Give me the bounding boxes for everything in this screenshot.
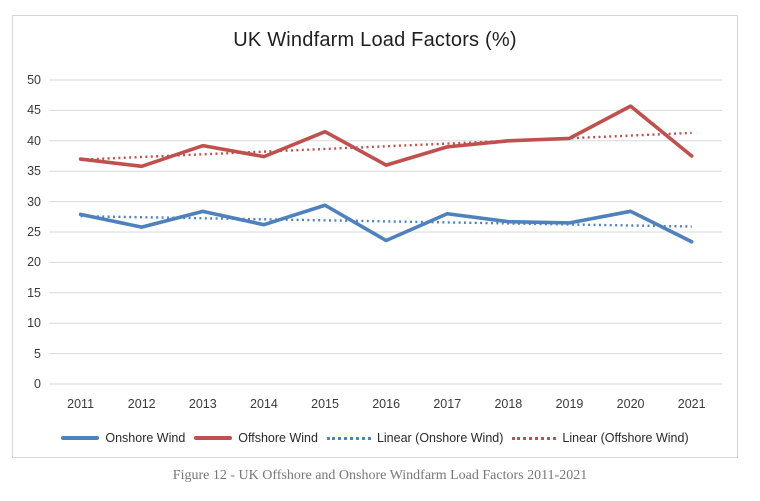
x-axis-tick-label: 2019 — [555, 397, 584, 411]
x-axis-tick-label: 2011 — [67, 397, 95, 411]
x-axis-tick-label: 2015 — [311, 397, 339, 411]
x-axis-tick-label: 2014 — [250, 397, 278, 411]
legend-label: Offshore Wind — [238, 431, 318, 445]
linear-offshore-dotted-swatch-icon — [512, 436, 557, 440]
y-axis-tick-label: 20 — [27, 255, 41, 270]
x-axis-tick-label: 2020 — [616, 397, 645, 411]
figure-caption: Figure 12 - UK Offshore and Onshore Wind… — [172, 468, 588, 483]
series-line-offshore-wind — [78, 104, 694, 169]
trendline-linear-onshore-wind- — [80, 214, 692, 228]
chart-title: UK Windfarm Load Factors (%) — [233, 29, 517, 51]
linear-onshore-dotted-swatch-icon — [326, 436, 371, 440]
y-axis-tick-label: 30 — [27, 194, 41, 209]
y-axis-tick-label: 35 — [27, 164, 41, 179]
chart-legend: Onshore Wind Offshore Wind Linear (Onsho… — [13, 428, 737, 448]
series-line-onshore-wind — [78, 203, 694, 244]
y-axis-tick-label: 5 — [34, 346, 41, 361]
x-axis-tick-label: 2012 — [127, 397, 156, 411]
y-axis-tick-label: 45 — [27, 103, 41, 118]
legend-item-offshore-wind: Offshore Wind — [194, 431, 318, 445]
x-axis-tick-label: 2017 — [433, 397, 462, 411]
legend-label: Linear (Onshore Wind) — [376, 431, 504, 445]
x-axis-tick-label: 2013 — [188, 397, 217, 411]
onshore-wind-line-swatch-icon — [61, 436, 100, 440]
chart-figure: UK Windfarm Load Factors (%) 0 5 10 15 20 25 3… — [12, 15, 738, 458]
y-axis-tick-label: 40 — [27, 133, 41, 148]
legend-item-linear-onshore-wind: Linear (Onshore Wind) — [326, 431, 504, 445]
x-axis-tick-label: 2018 — [494, 397, 523, 411]
y-axis-tick-label: 0 — [34, 377, 41, 391]
x-axis-tick-label: 2021 — [677, 397, 706, 411]
chart-canvas — [49, 79, 722, 385]
x-axis-tick-label: 2016 — [372, 397, 401, 411]
y-axis-tick-label: 25 — [27, 225, 41, 239]
y-axis-tick-label: 10 — [27, 316, 41, 331]
legend-label: Onshore Wind — [105, 431, 186, 445]
legend-label: Linear (Offshore Wind) — [562, 431, 689, 445]
offshore-wind-line-swatch-icon — [194, 436, 233, 440]
legend-item-onshore-wind: Onshore Wind — [61, 431, 185, 445]
y-axis-tick-label: 50 — [27, 73, 41, 87]
y-axis-tick-label: 15 — [27, 285, 41, 300]
legend-item-linear-offshore-wind: Linear (Offshore Wind) — [512, 431, 689, 445]
